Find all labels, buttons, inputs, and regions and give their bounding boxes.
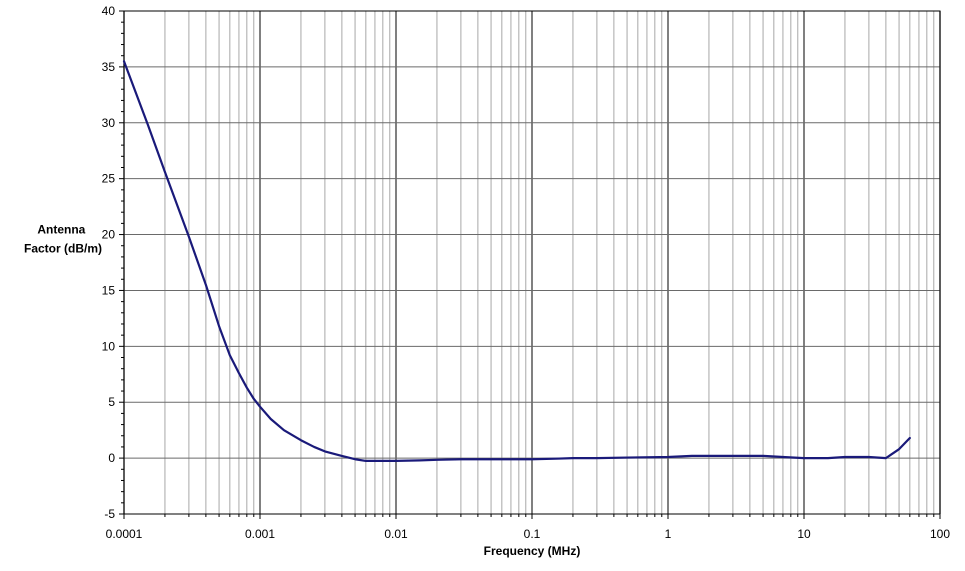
x-tick-label: 0.01 bbox=[384, 527, 408, 541]
x-tick-label: 0.0001 bbox=[106, 527, 143, 541]
y-tick-labels: -5 0 5 10 15 20 25 30 35 40 bbox=[102, 4, 116, 521]
y-tick-label: 30 bbox=[102, 116, 116, 130]
x-tick-label: 100 bbox=[930, 527, 950, 541]
x-axis-title: Frequency (MHz) bbox=[484, 544, 581, 558]
series-line bbox=[122, 60, 911, 463]
y-axis-title: Antenna Factor (dB/m) bbox=[24, 223, 102, 256]
y-tick-label: 20 bbox=[102, 228, 116, 242]
y-axis-title-line-1: Antenna bbox=[37, 223, 85, 237]
x-tick-labels: 0.0001 0.001 0.01 0.1 1 10 100 bbox=[106, 527, 951, 541]
y-tick-label: 10 bbox=[102, 339, 116, 353]
grid-minor-lines bbox=[164, 11, 935, 514]
y-tick-label: 0 bbox=[108, 451, 115, 465]
y-tick-label: 35 bbox=[102, 60, 116, 74]
y-tick-label: 5 bbox=[108, 395, 115, 409]
y-tick-label: 40 bbox=[102, 4, 116, 18]
x-tick-label: 0.1 bbox=[524, 527, 541, 541]
plot-frame bbox=[123, 10, 941, 515]
x-tick-label: 10 bbox=[797, 527, 811, 541]
series-group bbox=[122, 60, 911, 463]
y-tick-label: 25 bbox=[102, 172, 116, 186]
y-tick-label: -5 bbox=[104, 507, 115, 521]
y-tick-label: 15 bbox=[102, 283, 116, 297]
x-tick-label: 0.001 bbox=[245, 527, 275, 541]
x-tick-label: 1 bbox=[665, 527, 672, 541]
y-axis-title-line-2: Factor (dB/m) bbox=[24, 242, 102, 256]
